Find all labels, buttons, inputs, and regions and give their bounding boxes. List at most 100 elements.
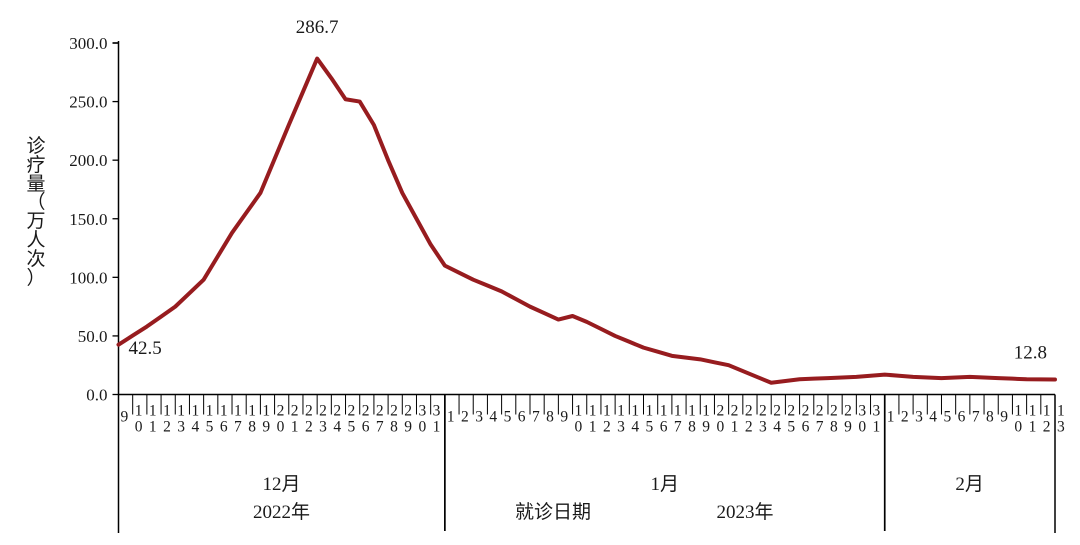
svg-text:1: 1 xyxy=(589,403,597,420)
svg-text:286.7: 286.7 xyxy=(296,17,339,38)
svg-text:8: 8 xyxy=(390,419,398,436)
svg-text:0: 0 xyxy=(1014,419,1022,436)
svg-text:3: 3 xyxy=(177,419,185,436)
svg-text:2: 2 xyxy=(376,403,384,420)
svg-text:7: 7 xyxy=(674,419,682,436)
svg-text:1: 1 xyxy=(149,403,157,420)
svg-text:1: 1 xyxy=(646,403,654,420)
svg-text:2: 2 xyxy=(348,403,356,420)
svg-text:3: 3 xyxy=(1057,419,1065,436)
svg-text:3: 3 xyxy=(759,419,767,436)
svg-text:300.0: 300.0 xyxy=(69,34,107,53)
svg-text:9: 9 xyxy=(560,409,568,426)
svg-text:50.0: 50.0 xyxy=(78,327,108,346)
svg-text:0: 0 xyxy=(858,419,866,436)
svg-text:1: 1 xyxy=(234,403,242,420)
svg-text:100.0: 100.0 xyxy=(69,268,107,287)
svg-text:1: 1 xyxy=(575,403,583,420)
svg-text:2: 2 xyxy=(277,403,285,420)
svg-text:1: 1 xyxy=(248,403,256,420)
svg-text:3: 3 xyxy=(873,403,881,420)
svg-text:2: 2 xyxy=(333,403,341,420)
svg-text:1: 1 xyxy=(873,419,881,436)
svg-text:1: 1 xyxy=(702,403,710,420)
svg-text:7: 7 xyxy=(972,409,980,426)
svg-text:200.0: 200.0 xyxy=(69,151,107,170)
svg-text:150.0: 150.0 xyxy=(69,210,107,229)
svg-text:0: 0 xyxy=(277,419,285,436)
svg-text:0: 0 xyxy=(135,419,143,436)
svg-text:1: 1 xyxy=(149,419,157,436)
svg-text:1: 1 xyxy=(1014,403,1022,420)
svg-text:2: 2 xyxy=(731,403,739,420)
svg-text:2: 2 xyxy=(759,403,767,420)
svg-text:8: 8 xyxy=(830,419,838,436)
svg-text:2: 2 xyxy=(163,419,171,436)
svg-text:5: 5 xyxy=(943,409,951,426)
svg-text:1: 1 xyxy=(617,403,625,420)
svg-text:6: 6 xyxy=(220,419,228,436)
svg-text:42.5: 42.5 xyxy=(129,338,162,359)
svg-text:0: 0 xyxy=(418,419,426,436)
svg-text:5: 5 xyxy=(206,419,214,436)
svg-text:4: 4 xyxy=(333,419,341,436)
svg-text:4: 4 xyxy=(631,419,639,436)
svg-text:1: 1 xyxy=(731,419,739,436)
svg-text:1: 1 xyxy=(1029,419,1037,436)
svg-text:250.0: 250.0 xyxy=(69,93,107,112)
svg-text:2: 2 xyxy=(745,403,753,420)
svg-text:1: 1 xyxy=(291,419,299,436)
svg-text:2: 2 xyxy=(291,403,299,420)
svg-text:7: 7 xyxy=(376,419,384,436)
svg-text:7: 7 xyxy=(234,419,242,436)
svg-text:3: 3 xyxy=(617,419,625,436)
svg-text:1: 1 xyxy=(206,403,214,420)
svg-text:2: 2 xyxy=(404,403,412,420)
svg-text:1: 1 xyxy=(688,403,696,420)
svg-text:2: 2 xyxy=(390,403,398,420)
svg-text:2: 2 xyxy=(901,409,909,426)
svg-text:9: 9 xyxy=(1000,409,1008,426)
svg-text:6: 6 xyxy=(362,419,370,436)
svg-text:1: 1 xyxy=(1029,403,1037,420)
svg-text:4: 4 xyxy=(489,409,497,426)
svg-text:1: 1 xyxy=(887,409,895,426)
svg-text:1: 1 xyxy=(220,403,228,420)
svg-text:1: 1 xyxy=(1043,403,1051,420)
svg-text:1: 1 xyxy=(191,403,199,420)
svg-text:2: 2 xyxy=(816,403,824,420)
svg-text:9: 9 xyxy=(262,419,270,436)
svg-text:1: 1 xyxy=(135,403,143,420)
svg-text:2: 2 xyxy=(362,403,370,420)
svg-text:2: 2 xyxy=(830,403,838,420)
svg-text:4: 4 xyxy=(929,409,937,426)
svg-text:1: 1 xyxy=(177,403,185,420)
svg-text:9: 9 xyxy=(844,419,852,436)
svg-text:1: 1 xyxy=(262,403,270,420)
svg-text:7: 7 xyxy=(816,419,824,436)
svg-text:2: 2 xyxy=(745,419,753,436)
svg-text:6: 6 xyxy=(660,419,668,436)
svg-text:1: 1 xyxy=(163,403,171,420)
svg-text:2: 2 xyxy=(844,403,852,420)
svg-text:7: 7 xyxy=(532,409,540,426)
svg-text:1: 1 xyxy=(660,403,668,420)
svg-text:5: 5 xyxy=(348,419,356,436)
svg-text:6: 6 xyxy=(518,409,526,426)
svg-text:2: 2 xyxy=(802,403,810,420)
svg-text:3: 3 xyxy=(433,403,441,420)
svg-text:1: 1 xyxy=(674,403,682,420)
svg-text:2: 2 xyxy=(305,403,313,420)
svg-text:2: 2 xyxy=(305,419,313,436)
svg-text:9: 9 xyxy=(702,419,710,436)
svg-text:3: 3 xyxy=(418,403,426,420)
svg-text:0: 0 xyxy=(575,419,583,436)
svg-text:5: 5 xyxy=(504,409,512,426)
svg-text:1: 1 xyxy=(603,403,611,420)
svg-text:2: 2 xyxy=(319,403,327,420)
svg-text:3: 3 xyxy=(858,403,866,420)
svg-text:4: 4 xyxy=(773,419,781,436)
svg-text:2: 2 xyxy=(461,409,469,426)
svg-text:1: 1 xyxy=(447,409,455,426)
svg-text:5: 5 xyxy=(787,419,795,436)
